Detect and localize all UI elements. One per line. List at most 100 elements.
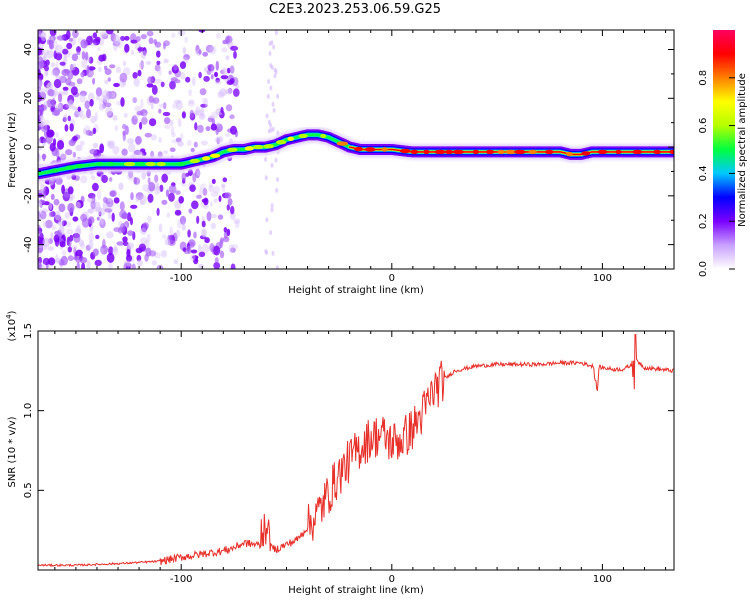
noise-blob (163, 42, 166, 50)
noise-blob (79, 113, 87, 120)
noise-blob (190, 147, 195, 153)
noise-blob (158, 103, 166, 108)
noise-blob (90, 200, 96, 210)
colorbar-tick-label: 0.4 (698, 165, 709, 181)
noise-blob (182, 247, 187, 252)
noise-blob (119, 201, 125, 211)
noise-blob (221, 185, 226, 193)
noise-blob (118, 220, 123, 228)
noise-blob (81, 262, 86, 269)
noise-blob (48, 211, 54, 217)
noise-blob (219, 250, 225, 259)
ridge-hotspot (123, 161, 136, 167)
ridge-hotspot (485, 149, 495, 155)
noise-blob (272, 107, 276, 113)
spectrogram-ylabel: Frequency (Hz) (7, 112, 18, 188)
ridge-hotspot (105, 161, 115, 167)
noise-blob (180, 181, 187, 187)
noise-blob (103, 95, 110, 103)
noise-blob (72, 135, 78, 142)
noise-blob (209, 201, 213, 207)
noise-blob (66, 30, 71, 40)
ridge-hotspot (653, 149, 662, 155)
noise-blob (191, 200, 199, 210)
noise-blob (67, 246, 73, 253)
ridge-hotspot (381, 147, 388, 152)
noise-blob (174, 79, 181, 84)
noise-blob (203, 204, 209, 210)
noise-blob (84, 100, 90, 110)
noise-blob (108, 261, 113, 269)
noise-blob (100, 217, 104, 225)
noise-blob (55, 132, 59, 138)
noise-blob (94, 112, 99, 122)
noise-blob (158, 67, 162, 76)
noise-blob (42, 237, 50, 248)
noise-blob (136, 111, 143, 116)
noise-blob (175, 190, 181, 196)
noise-blob (144, 253, 149, 262)
noise-blob (230, 247, 236, 253)
noise-blob (179, 215, 187, 225)
noise-blob (47, 82, 52, 90)
noise-blob (270, 162, 274, 168)
noise-blob (150, 134, 157, 141)
noise-blob (64, 124, 69, 132)
noise-blob (226, 80, 234, 86)
noise-blob (54, 210, 61, 221)
noise-blob (75, 201, 81, 209)
ridge-hotspot (669, 149, 674, 155)
noise-blob (169, 80, 176, 90)
noise-blob (269, 127, 273, 133)
noise-blob (210, 222, 216, 230)
noise-blob (55, 52, 63, 61)
noise-blob (68, 37, 74, 42)
noise-blob (145, 60, 152, 65)
noise-blob (213, 185, 221, 194)
noise-blob (215, 60, 219, 71)
noise-blob (196, 215, 200, 224)
noise-blob (267, 79, 271, 84)
noise-blob (72, 30, 79, 39)
noise-blob (65, 149, 73, 156)
noise-blob (174, 209, 182, 216)
noise-blob (88, 71, 95, 76)
ridge-hotspot (209, 153, 221, 158)
noise-blob (38, 78, 43, 88)
noise-blob (66, 42, 73, 50)
noise-blob (211, 118, 215, 126)
noise-blob (161, 173, 168, 183)
noise-blob (197, 263, 205, 269)
noise-blob (68, 240, 72, 247)
noise-blob (139, 195, 147, 205)
noise-blob (61, 184, 65, 195)
noise-blob (144, 132, 152, 138)
noise-blob (97, 46, 101, 52)
noise-blob (71, 106, 78, 111)
noise-blob (275, 188, 279, 193)
noise-blob (146, 30, 154, 37)
noise-blob (79, 90, 87, 97)
noise-blob (140, 49, 147, 60)
snr-multiplier: (x104) (5, 310, 18, 341)
noise-blob (154, 174, 159, 183)
noise-blob (276, 93, 280, 99)
noise-blob (190, 249, 198, 254)
noise-blob (39, 36, 46, 45)
noise-blob (177, 117, 182, 128)
noise-blob (98, 66, 102, 73)
noise-blob (195, 168, 201, 179)
noise-blob (126, 265, 131, 269)
noise-blob (221, 47, 228, 53)
noise-blob (213, 198, 218, 203)
noise-blob (141, 151, 147, 157)
snr-frame (37, 330, 675, 571)
noise-blob (57, 221, 63, 226)
noise-blob (222, 39, 228, 45)
noise-blob (38, 56, 44, 65)
noise-blob (38, 138, 42, 144)
noise-blob (138, 61, 145, 69)
noise-blob (204, 98, 208, 108)
noise-blob (139, 200, 144, 206)
noise-blob (211, 178, 216, 184)
